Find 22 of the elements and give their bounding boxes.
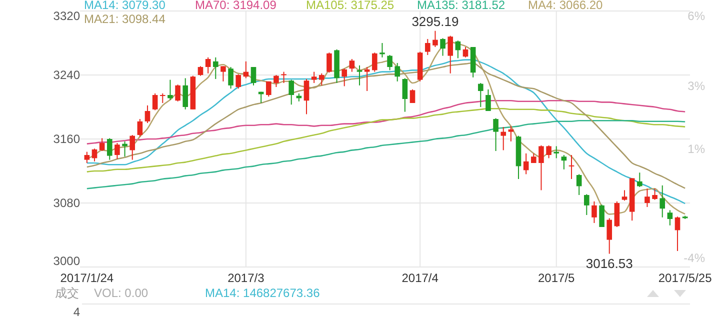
text: MA4: 3066.20 — [528, 0, 604, 12]
y-tick-label: 3320 — [53, 9, 80, 23]
text: MA21: 3098.44 — [84, 12, 166, 26]
text: MA105: 3175.25 — [306, 0, 394, 12]
y-tick-label: 3000 — [53, 254, 80, 268]
text: MA14: 3079.30 — [84, 0, 166, 12]
text: MA14: 146827673.36 — [205, 286, 320, 300]
x-tick-label: 2017/5/25 — [658, 271, 712, 285]
text: VOL: 0.00 — [94, 286, 148, 300]
annotation: 3295.19 — [412, 14, 459, 29]
x-tick-label: 2017/3 — [228, 271, 265, 285]
x-tick-label: 2017/1/24 — [60, 271, 114, 285]
text: MA135: 3181.52 — [417, 0, 506, 12]
y-tick-label: 3080 — [53, 196, 80, 210]
annotation: 3016.53 — [586, 256, 633, 271]
y-tick-label: 3240 — [53, 68, 80, 82]
text: MA70: 3194.09 — [195, 0, 277, 12]
text: 成交 — [55, 286, 79, 300]
text: 4 — [73, 305, 80, 319]
y-tick-label: 3160 — [53, 132, 80, 146]
x-tick-label: 2017/5 — [538, 271, 576, 285]
x-tick-label: 2017/4 — [402, 271, 439, 285]
